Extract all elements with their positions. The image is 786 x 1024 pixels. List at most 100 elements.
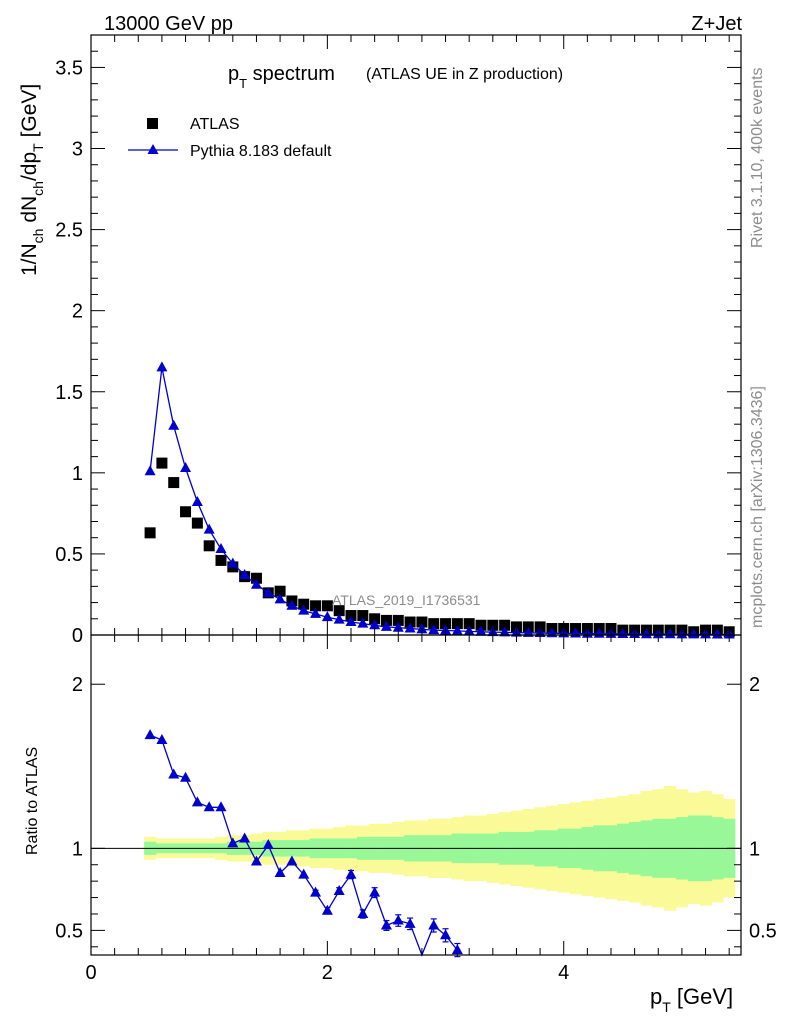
- lower-panel: 0.5 0.5 1 1 2 2 0 2 4 Ratio to ATLAS pT [GeV]: [24, 634, 777, 1015]
- atlas-data-point: [475, 619, 487, 631]
- upper-frame: [90, 34, 742, 636]
- atlas-data-point: [191, 517, 203, 529]
- mc-data-point: [451, 624, 463, 635]
- analysis-tag: ATLAS_2019_I1736531: [332, 592, 481, 608]
- ylabel-s3: T: [30, 143, 46, 152]
- atlas-data-point: [333, 605, 345, 617]
- upper-panel: 00.511.522.533.5 pT spectrum (ATLAS UE i…: [18, 34, 742, 647]
- lower-series-layer: [144, 729, 463, 958]
- xlabel: pT [GeV]: [650, 984, 733, 1015]
- plot-title: pT spectrum: [228, 63, 335, 91]
- mc-data-point: [168, 419, 180, 430]
- upper-ytick-label: 1: [72, 463, 83, 485]
- ratio-data-point: [380, 919, 392, 930]
- mc-data-point: [144, 465, 156, 476]
- legend-atlas-marker: [147, 118, 158, 129]
- atlas-data-point: [404, 616, 416, 628]
- mc-data-point: [191, 496, 203, 507]
- lower-ylabel: Ratio to ATLAS: [24, 747, 41, 855]
- mc-data-point: [180, 461, 192, 472]
- lower-ytick-label-left: 1: [72, 838, 83, 860]
- mc-data-point: [392, 621, 404, 632]
- ratio-data-point: [357, 907, 369, 918]
- xtick-label: 0: [85, 962, 96, 984]
- ratio-data-point: [392, 914, 404, 925]
- mc-data-point: [250, 578, 262, 589]
- xtick-label: 4: [558, 962, 569, 984]
- legend-mc-label: Pythia 8.183 default: [190, 143, 332, 160]
- lower-ytick-label-right: 1: [749, 838, 760, 860]
- ratio-data-point: [250, 855, 262, 866]
- mc-data-point: [286, 599, 298, 610]
- mc-data-point: [711, 628, 723, 639]
- atlas-data-point: [321, 600, 333, 612]
- mc-data-point: [664, 628, 676, 639]
- atlas-data-point: [428, 618, 440, 630]
- mc-data-point: [369, 619, 381, 630]
- mc-data-point: [688, 628, 700, 639]
- mc-data-point: [640, 628, 652, 639]
- atlas-data-point: [250, 572, 262, 584]
- mc-data-point: [262, 586, 274, 597]
- mc-data-point: [215, 543, 227, 554]
- ratio-data-point: [156, 734, 168, 745]
- ylabel-p3: /dp: [18, 152, 41, 181]
- upper-ytick-label: 2: [72, 301, 83, 323]
- atlas-data-point: [180, 506, 192, 518]
- title-main: p: [228, 63, 239, 85]
- atlas-data-point: [310, 600, 322, 612]
- lower-ytick-label-left: 0.5: [55, 920, 83, 942]
- upper-ytick-label: 1.5: [55, 382, 83, 404]
- xlabel-sub: T: [662, 999, 671, 1015]
- ratio-data-point: [428, 919, 440, 930]
- ratio-data-point: [345, 868, 357, 879]
- atlas-data-point: [215, 554, 227, 566]
- mc-data-point: [333, 613, 345, 624]
- ylabel-s1: ch: [30, 229, 46, 244]
- atlas-data-point: [534, 621, 546, 633]
- mc-data-point: [404, 622, 416, 633]
- atlas-data-point: [451, 618, 463, 630]
- mc-data-point: [203, 523, 215, 534]
- upper-ytick-label: 0: [72, 625, 83, 647]
- ylabel-p2: dN: [18, 196, 41, 229]
- ratio-data-point: [369, 886, 381, 897]
- ratio-data-point: [144, 729, 156, 740]
- ratio-data-point: [440, 929, 452, 940]
- mc-data-point: [345, 616, 357, 627]
- upper-ytick-label: 3: [72, 139, 83, 161]
- mc-data-point: [499, 626, 511, 637]
- title-sub: T: [239, 76, 247, 91]
- mc-data-point: [227, 557, 239, 568]
- lower-ticks: 0.5 0.5 1 1 2 2 0 2 4: [55, 635, 777, 984]
- ratio-data-point: [321, 904, 333, 915]
- ratio-data-point: [168, 768, 180, 779]
- atlas-data-point: [380, 614, 392, 626]
- mc-data-point: [522, 626, 534, 637]
- atlas-data-point: [168, 477, 180, 489]
- mc-data-point: [298, 604, 310, 615]
- ratio-data-point: [274, 866, 286, 877]
- mc-data-point: [380, 620, 392, 631]
- xlabel-unit: [GeV]: [671, 984, 733, 1009]
- ratio-data-point: [286, 855, 298, 866]
- mc-data-point: [357, 617, 369, 628]
- lower-ytick-label-left: 2: [72, 674, 83, 696]
- legend-mc-marker: [147, 144, 159, 154]
- upper-ytick-label: 3.5: [55, 57, 83, 79]
- mc-data-point: [321, 611, 333, 622]
- ratio-data-point: [298, 868, 310, 879]
- ratio-data-point: [215, 801, 227, 812]
- mc-data-point: [274, 593, 286, 604]
- ratio-data-point: [239, 832, 251, 843]
- mc-data-point: [239, 569, 251, 579]
- atlas-data-point: [416, 616, 428, 628]
- atlas-data-point: [345, 610, 357, 622]
- lower-frame: [90, 634, 742, 956]
- ratio-data-point: [451, 944, 463, 955]
- xtick-label: 2: [322, 962, 333, 984]
- ratio-data-point: [191, 796, 203, 807]
- title-main2: spectrum: [247, 63, 335, 85]
- ratio-data-point: [227, 837, 239, 848]
